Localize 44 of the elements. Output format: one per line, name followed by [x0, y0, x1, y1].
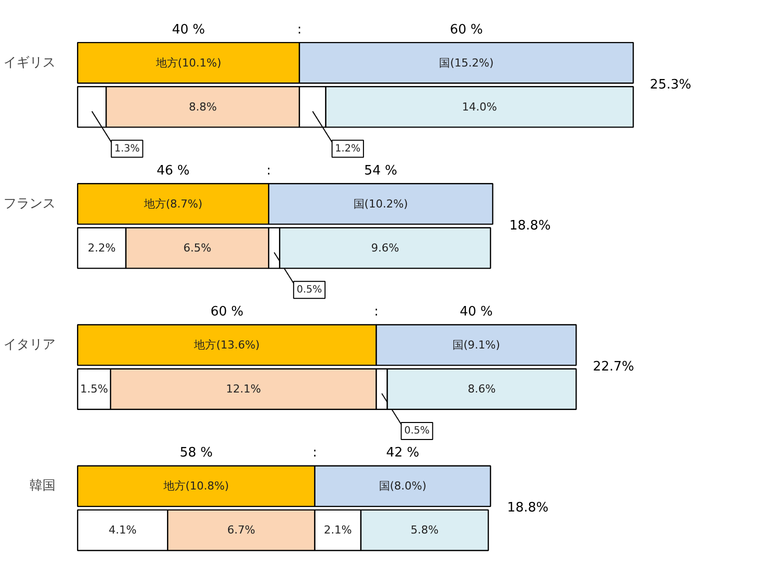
annotation: 42 % [386, 446, 420, 461]
annotation: : [312, 446, 318, 461]
data-label: 8.8% [188, 100, 217, 114]
annotation: : [297, 22, 302, 38]
annotation: 60 % [450, 22, 483, 38]
annotation: 54 % [364, 163, 398, 178]
annotation: : [374, 304, 378, 320]
data-label: 2.2% [88, 242, 116, 255]
annotation: 60 % [210, 304, 244, 320]
data-label: 6.7% [227, 524, 256, 537]
total-label: 18.8% [507, 500, 548, 516]
data-label: 4.1% [108, 524, 137, 537]
total-label: 25.3% [650, 77, 692, 92]
data-label: 0.5% [296, 284, 322, 296]
data-label: 1.5% [80, 382, 108, 396]
annotation: 40 % [460, 304, 493, 320]
data-label: 国(8.0%) [378, 480, 426, 493]
data-label: 地方(10.1%) [154, 56, 222, 70]
annotation: 58 % [180, 446, 213, 461]
data-label: 0.5% [404, 426, 430, 437]
y-tick-label: イタリア [4, 338, 56, 353]
data-label: 8.6% [468, 382, 496, 396]
data-label: 1.2% [335, 143, 360, 154]
annotation: 46 % [156, 163, 190, 178]
data-label: 地方(8.7%) [142, 197, 202, 210]
data-label: 国(15.2%) [439, 56, 494, 70]
data-label: 14.0% [462, 100, 498, 114]
data-label: 5.8% [410, 524, 439, 537]
y-tick-label: 韓国 [30, 478, 56, 494]
data-label: 国(10.2%) [353, 197, 408, 210]
total-label: 18.8% [509, 218, 551, 234]
data-label: 12.1% [226, 382, 261, 396]
annotation: : [266, 163, 271, 178]
data-label: 地方(13.6%) [193, 338, 260, 352]
data-label: 地方(10.8%) [162, 480, 229, 493]
y-tick-label: イギリス [4, 55, 56, 70]
data-label: 2.1% [324, 524, 352, 537]
annotation: 40 % [172, 22, 206, 38]
total-label: 22.7% [592, 360, 634, 375]
data-label: 6.5% [183, 242, 212, 255]
data-label: 国(9.1%) [452, 338, 500, 352]
data-label: 9.6% [371, 242, 400, 255]
data-label: 1.3% [114, 143, 140, 154]
y-tick-label: フランス [4, 196, 56, 212]
